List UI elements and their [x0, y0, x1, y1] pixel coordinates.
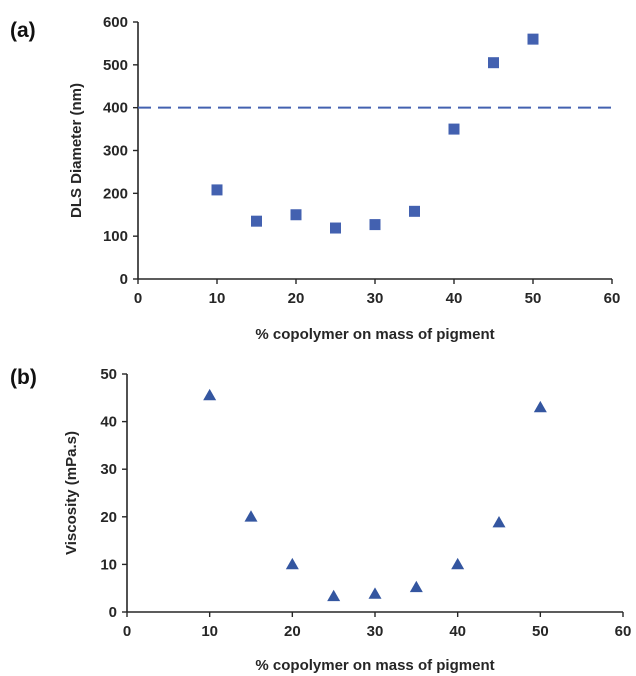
y-tick-label: 0: [109, 604, 117, 621]
x-tick-label: 50: [525, 290, 542, 307]
panel-a-chart: (a) 0 10 20 30 40 50 60 0 100 200 300 400 500 600 % …: [10, 14, 620, 343]
data-point: [211, 184, 223, 196]
panel-b-y-axis-label: Viscosity (mPa.s): [63, 431, 80, 555]
data-point: [327, 589, 341, 602]
y-tick-label: 200: [103, 185, 128, 202]
x-tick-label: 0: [134, 290, 142, 307]
panel-a-y-ticks: 0 100 200 300 400 500 600: [103, 14, 138, 288]
data-point: [285, 557, 299, 570]
data-point: [244, 510, 258, 522]
data-point: [330, 222, 341, 234]
panel-b-chart: (b) 0 10 20 30 40 50 60 0 10 20 30 40 50 % copolyme…: [10, 366, 631, 674]
x-tick-label: 60: [604, 290, 621, 307]
y-tick-label: 30: [100, 461, 117, 478]
panel-a-x-ticks: 0 10 20 30 40 50 60: [134, 279, 621, 307]
x-tick-label: 0: [123, 623, 131, 640]
y-tick-label: 400: [103, 100, 128, 117]
panel-a-points: [211, 33, 539, 234]
y-tick-label: 0: [120, 271, 128, 288]
panel-b-points: [203, 388, 547, 602]
panel-b-y-ticks: 0 10 20 30 40 50: [100, 366, 127, 621]
data-point: [369, 219, 381, 231]
x-tick-label: 10: [209, 290, 226, 307]
y-tick-label: 40: [100, 414, 117, 431]
x-tick-label: 20: [284, 623, 301, 640]
data-point: [448, 123, 460, 135]
data-point: [409, 580, 423, 593]
panel-a-label: (a): [10, 19, 36, 42]
x-tick-label: 10: [201, 623, 218, 640]
data-point: [492, 516, 506, 528]
data-point: [251, 215, 262, 227]
panel-b-x-ticks: 0 10 20 30 40 50 60: [123, 612, 632, 640]
y-tick-label: 20: [100, 509, 117, 526]
y-tick-label: 500: [103, 57, 128, 74]
x-tick-label: 50: [532, 623, 549, 640]
y-tick-label: 50: [100, 366, 117, 383]
x-tick-label: 40: [449, 623, 466, 640]
data-point: [409, 205, 420, 217]
panel-a-x-axis-label: % copolymer on mass of pigment: [255, 326, 494, 343]
data-point: [533, 400, 547, 413]
panel-a-y-axis-label: DLS Diameter (nm): [68, 83, 85, 218]
x-tick-label: 30: [367, 290, 384, 307]
y-tick-label: 10: [100, 556, 117, 573]
x-tick-label: 60: [615, 623, 632, 640]
y-tick-label: 600: [103, 14, 128, 31]
data-point: [203, 388, 217, 401]
data-point: [368, 587, 382, 599]
x-tick-label: 40: [446, 290, 463, 307]
data-point: [488, 57, 499, 69]
data-point: [451, 557, 465, 570]
panel-b-label: (b): [10, 366, 37, 389]
y-tick-label: 100: [103, 228, 128, 245]
x-tick-label: 20: [288, 290, 305, 307]
data-point: [527, 33, 539, 45]
panel-b-x-axis-label: % copolymer on mass of pigment: [255, 657, 494, 674]
y-tick-label: 300: [103, 143, 128, 160]
data-point: [290, 209, 302, 221]
x-tick-label: 30: [367, 623, 384, 640]
